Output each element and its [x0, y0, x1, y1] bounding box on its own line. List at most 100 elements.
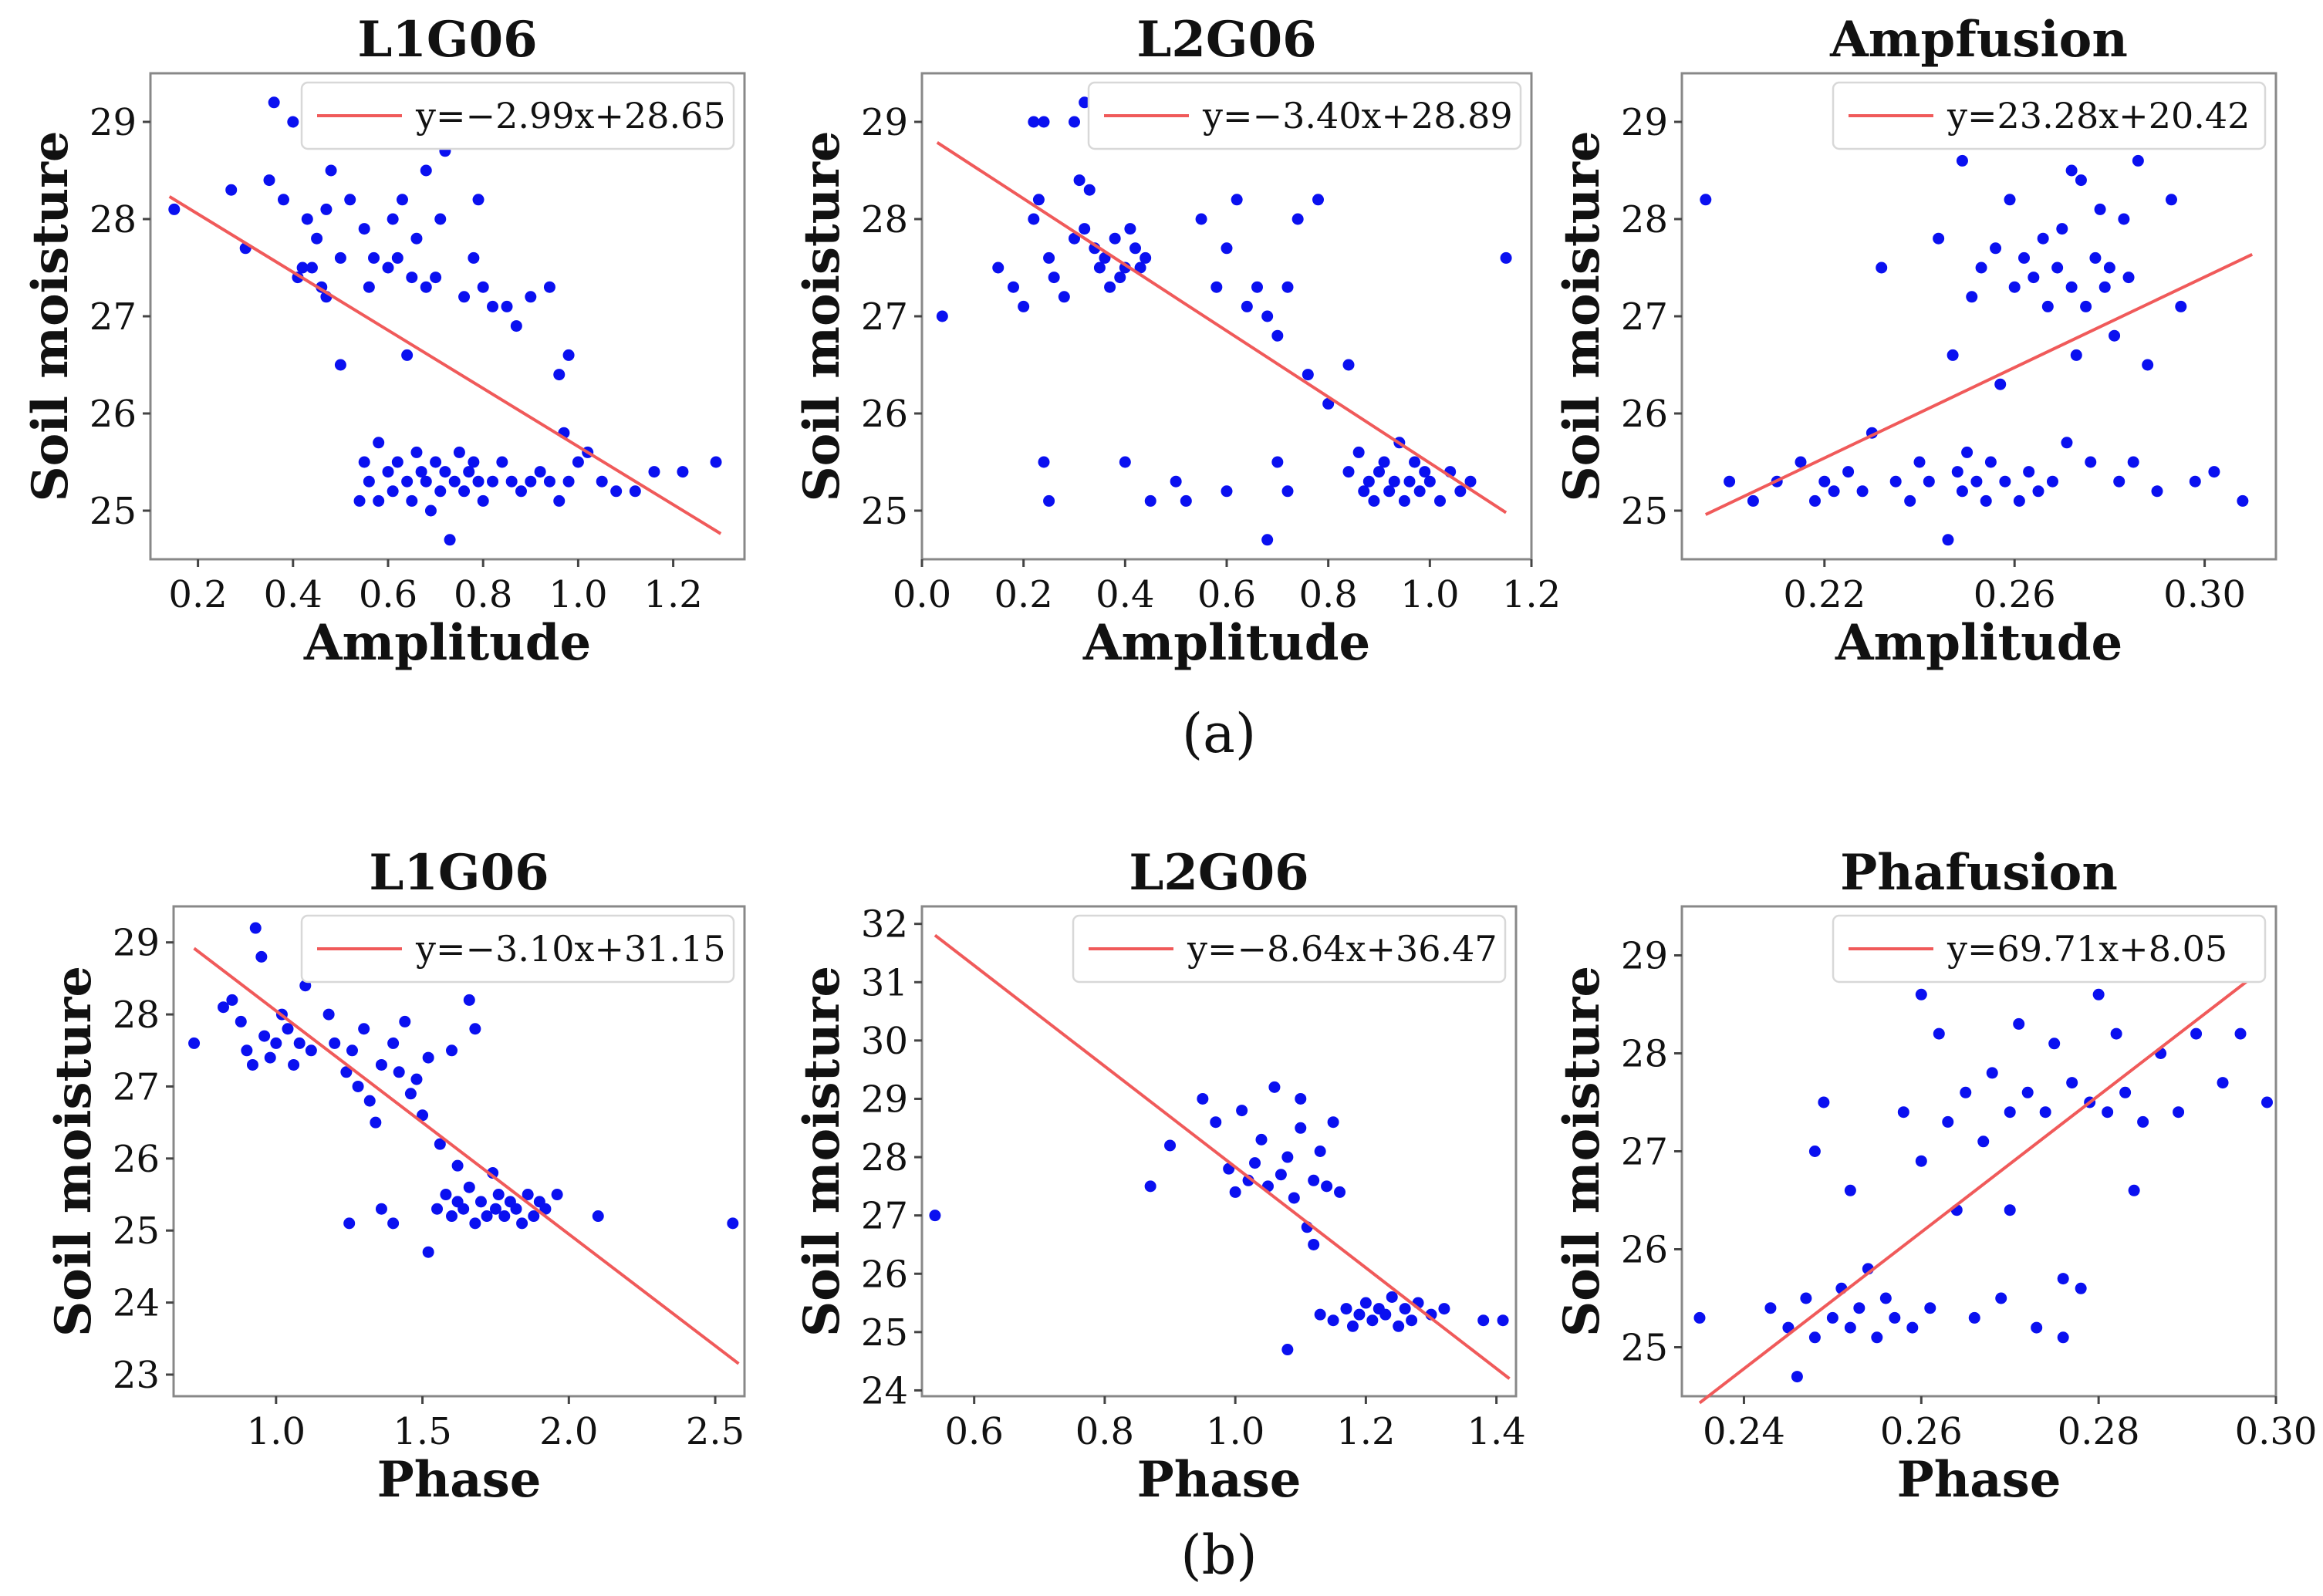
data-point [562, 349, 575, 361]
data-point [2018, 251, 2031, 264]
data-point [525, 475, 537, 488]
data-point [515, 485, 527, 498]
x-tick-label: 0.6 [945, 1410, 1004, 1453]
legend-label: y=−8.64x+36.47 [1187, 928, 1497, 970]
data-point [1808, 494, 1821, 507]
y-tick-label: 26 [1621, 1229, 1668, 1272]
y-tick-label: 25 [1621, 1327, 1668, 1370]
data-point [1261, 310, 1274, 322]
data-point [373, 437, 385, 449]
data-point [352, 1080, 364, 1092]
data-point [334, 359, 346, 371]
data-point [1291, 213, 1304, 225]
data-point [1924, 1302, 1936, 1314]
data-point [2057, 1273, 2069, 1285]
data-point [2118, 213, 2130, 225]
data-point [468, 456, 480, 468]
data-point [2119, 1086, 2132, 1098]
data-point [1383, 485, 1396, 498]
data-point [1038, 456, 1050, 468]
data-point [1388, 475, 1400, 488]
data-point [1960, 1086, 1972, 1098]
y-tick-label: 27 [1621, 1131, 1668, 1174]
data-point [510, 320, 522, 332]
data-point [1144, 494, 1156, 507]
data-point [1043, 494, 1055, 507]
x-tick-label: 0.6 [359, 573, 417, 616]
data-point [2041, 300, 2054, 312]
data-point [2113, 475, 2125, 488]
y-tick-label: 24 [861, 1369, 908, 1412]
data-point [399, 1015, 411, 1027]
y-tick-label: 29 [861, 1078, 908, 1121]
data-point [241, 1044, 253, 1057]
caption-a: (a) [1182, 702, 1256, 765]
data-point [2031, 1321, 2043, 1334]
data-point [1406, 1314, 1418, 1327]
data-point [1961, 446, 1974, 458]
data-point [1268, 1081, 1281, 1093]
data-point [1968, 1311, 1980, 1324]
chart-title: Phafusion [1840, 844, 2118, 902]
data-point [1093, 262, 1106, 274]
data-point [1255, 1133, 1268, 1146]
data-point [2151, 485, 2163, 498]
data-point [1889, 475, 1902, 488]
data-point [2132, 154, 2144, 167]
data-point [1083, 184, 1096, 196]
data-point [404, 1088, 417, 1100]
x-tick-label: 1.2 [1336, 1410, 1395, 1453]
data-point [2175, 300, 2187, 312]
data-point [458, 291, 471, 303]
data-point [1497, 1314, 1509, 1327]
regression-line [1704, 252, 2254, 516]
data-point [448, 475, 461, 488]
data-point [358, 1023, 370, 1035]
data-point [1221, 242, 1233, 255]
data-point [451, 1159, 464, 1172]
data-point [2065, 281, 2078, 293]
data-point [2004, 1106, 2016, 1119]
data-point [501, 300, 513, 312]
y-tick-label: 26 [861, 1253, 908, 1296]
data-point [463, 1181, 475, 1193]
y-tick-label: 28 [113, 994, 160, 1037]
data-point [1249, 1157, 1261, 1169]
data-point [375, 1058, 387, 1071]
data-point [2046, 475, 2058, 488]
data-point [1933, 232, 1945, 245]
data-point [1378, 456, 1390, 468]
data-point [1327, 1116, 1339, 1129]
data-point [2039, 1106, 2051, 1119]
data-point [1842, 466, 1855, 478]
data-point [1942, 534, 1954, 546]
x-tick-label: 0.30 [2163, 573, 2246, 616]
legend-label: y=69.71x+8.05 [1947, 928, 2227, 970]
data-point [1951, 466, 1963, 478]
data-point [2189, 475, 2201, 488]
data-point [1210, 281, 1223, 293]
data-point [1818, 475, 1831, 488]
x-axis-label: Phase [1137, 1451, 1302, 1509]
data-point [446, 1210, 458, 1223]
data-point [1271, 456, 1284, 468]
legend-label: y=−3.10x+31.15 [415, 928, 726, 970]
regression-line [193, 946, 740, 1365]
chart-title: Ampfusion [1829, 11, 2128, 69]
y-tick-label: 27 [861, 1195, 908, 1238]
data-point [2190, 1027, 2203, 1040]
data-point [1423, 475, 1436, 488]
x-axis-label: Amplitude [1082, 614, 1370, 672]
y-tick-label: 27 [861, 295, 908, 339]
data-point [424, 504, 437, 517]
data-point [2142, 359, 2154, 371]
data-point [420, 281, 432, 293]
data-point [363, 475, 375, 488]
data-point [363, 1095, 376, 1107]
data-point [528, 1210, 540, 1223]
caption-b: (b) [1180, 1523, 1257, 1587]
data-point [1281, 1344, 1294, 1356]
data-point [306, 262, 318, 274]
y-tick-label: 28 [1621, 198, 1668, 241]
y-tick-label: 32 [861, 903, 908, 946]
